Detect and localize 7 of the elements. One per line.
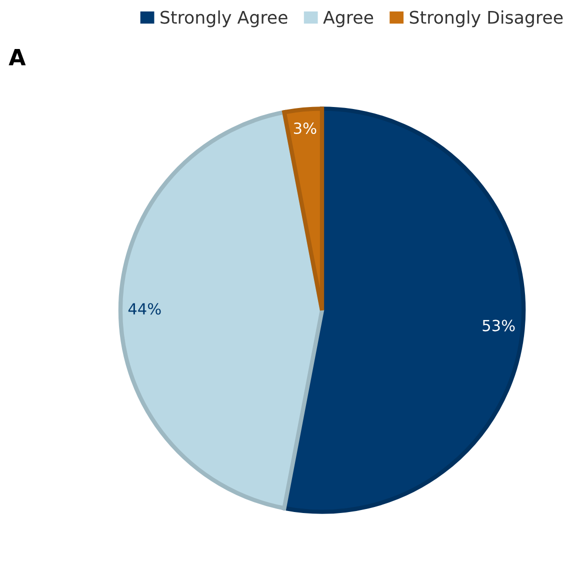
- data-label: 3%: [294, 122, 316, 134]
- legend-label: Agree: [323, 10, 374, 28]
- data-label: 53%: [482, 320, 515, 332]
- data-label: 44%: [128, 303, 161, 315]
- legend-label: Strongly Disagree: [410, 10, 563, 28]
- legend-label: Strongly Agree: [160, 10, 288, 28]
- text: A: [8, 49, 26, 66]
